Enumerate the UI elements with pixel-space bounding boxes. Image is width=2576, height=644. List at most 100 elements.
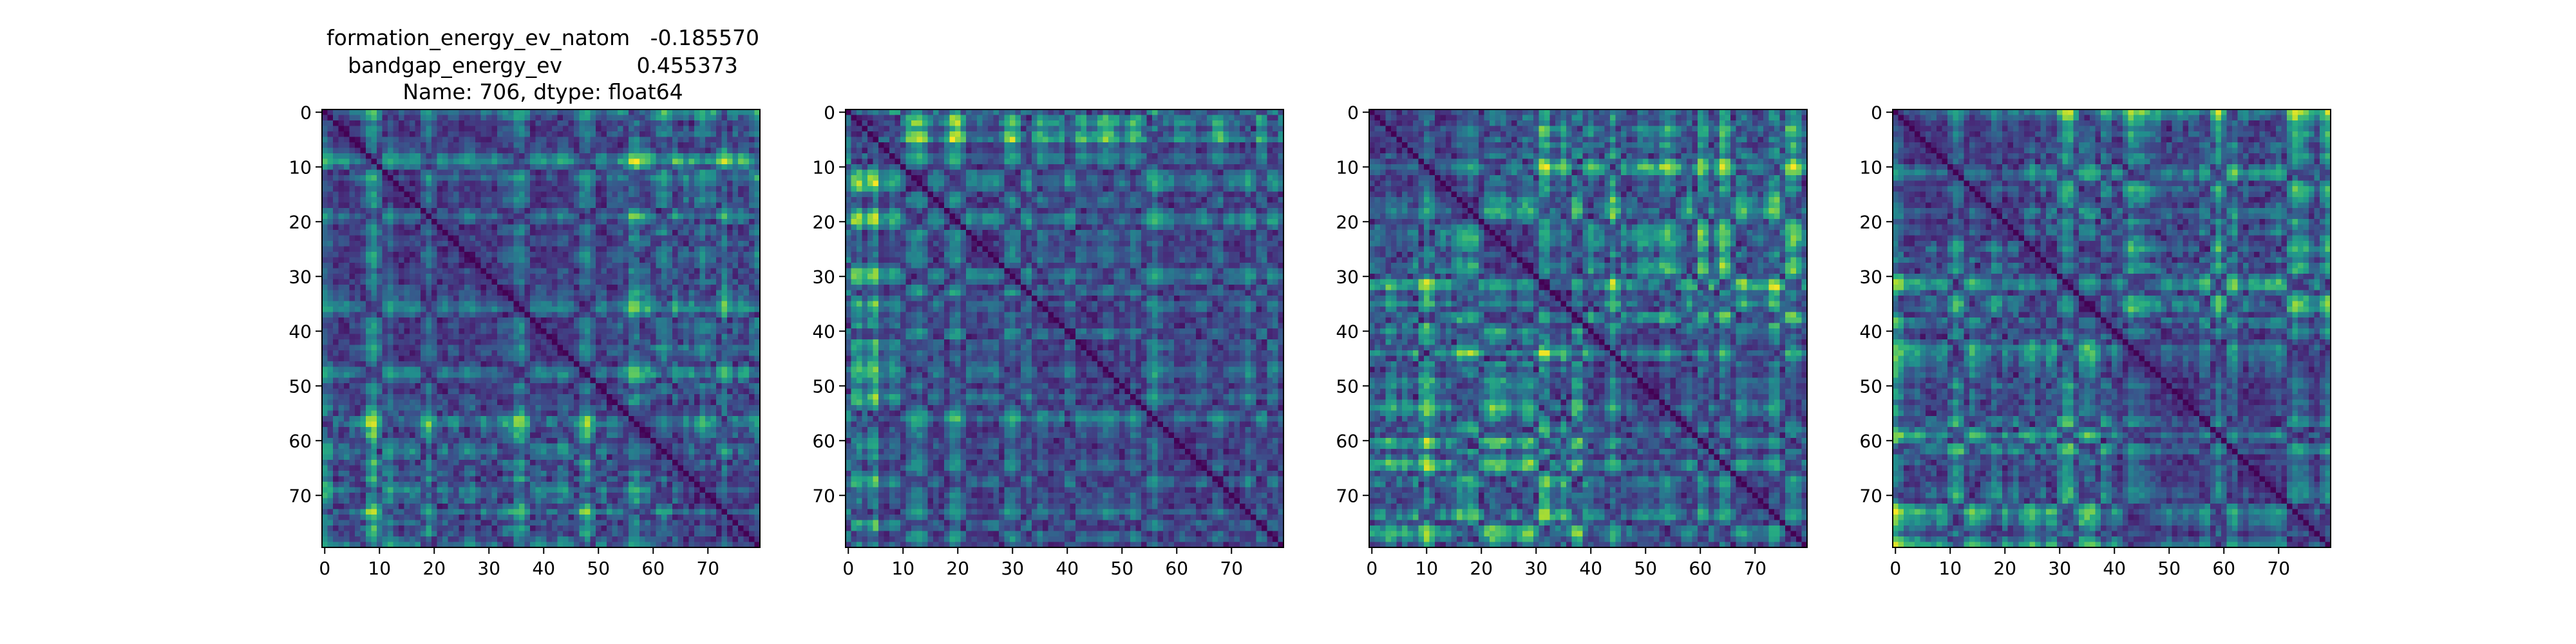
heatmap-cell [404,208,410,214]
heatmap-cell [377,355,383,362]
heatmap-cell [552,263,558,269]
heatmap-cell [388,131,393,137]
heatmap-cell [349,307,355,312]
heatmap-cell [634,153,640,159]
heatmap-cell [519,394,525,400]
heatmap-cell [661,120,667,126]
heatmap-cell [672,416,678,422]
heatmap-cell [437,432,443,439]
heatmap-cell [519,350,525,356]
heatmap-cell [399,432,404,439]
heatmap-cell [502,443,509,450]
heatmap-cell [699,257,706,263]
heatmap-cell [574,307,580,312]
heatmap-cell [360,438,366,444]
heatmap-cell [732,109,739,115]
heatmap-cell [612,366,618,373]
heatmap-cell [596,416,601,422]
heatmap-cell [524,131,531,137]
heatmap-cell [585,109,591,115]
heatmap-cell [743,290,750,296]
heatmap-cell [410,334,415,340]
heatmap-cell [399,405,404,411]
heatmap-cell [333,296,339,301]
heatmap-cell [448,410,454,417]
heatmap-cell [721,191,728,198]
heatmap-cell [546,438,553,444]
heatmap-cell [667,164,673,170]
heatmap-cell [486,208,492,214]
heatmap-cell [710,137,717,143]
heatmap-cell [667,137,673,143]
heatmap-cell [699,158,706,165]
heatmap-cell [530,312,536,318]
heatmap-cell [541,427,547,433]
heatmap-cell [667,120,673,126]
heatmap-cell [327,164,334,170]
heatmap-cell [623,416,629,422]
heatmap-cell [650,285,656,290]
heatmap-cell [453,421,459,428]
heatmap-cell [508,312,514,318]
heatmap-cell [688,361,695,367]
heatmap-cell [497,355,503,362]
heatmap-cell [426,274,432,279]
heatmap-cell [541,191,547,198]
heatmap-cell [601,197,607,203]
heatmap-cell [683,197,689,203]
heatmap-cell [399,394,404,400]
heatmap-cell [568,147,574,154]
heatmap-cell [519,438,525,444]
heatmap-cell [338,323,345,329]
heatmap-cell [502,388,509,395]
heatmap-cell [519,290,525,296]
heatmap-cell [607,153,612,159]
heatmap-cell [530,388,536,395]
heatmap-cell [596,339,601,345]
heatmap-cell [585,169,591,176]
heatmap-cell [705,153,711,159]
heatmap-cell [694,153,700,159]
heatmap-cell [513,169,520,176]
heatmap-cell [486,328,492,334]
heatmap-cell [349,416,355,422]
heatmap-cell [513,301,520,307]
heatmap-cell [344,241,350,247]
heatmap-cell [497,383,503,389]
heatmap-cell [618,235,623,242]
heatmap-cell [716,339,722,345]
heatmap-cell [607,241,612,247]
heatmap-cell [360,366,366,373]
heatmap-cell [579,137,585,143]
heatmap-cell [421,323,426,329]
heatmap-cell [618,443,623,450]
heatmap-cell [426,372,432,378]
heatmap-cell [699,186,706,192]
heatmap-cell [327,361,334,367]
heatmap-cell [579,399,585,406]
heatmap-cell [727,208,733,214]
heatmap-cell [672,120,678,126]
heatmap-cell [699,399,706,406]
heatmap-cell [590,224,596,231]
heatmap-cell [431,421,437,428]
heatmap-cell [524,427,531,433]
heatmap-cell [688,290,695,296]
heatmap-cell [705,394,711,400]
heatmap-cell [437,285,443,290]
heatmap-cell [459,317,465,323]
heatmap-cell [377,224,383,231]
heatmap-cell [677,383,684,389]
heatmap-cell [607,257,612,263]
heatmap-cell [612,246,618,252]
heatmap-cell [727,339,733,345]
heatmap-cell [557,323,564,329]
heatmap-cell [541,120,547,126]
heatmap-cell [437,263,443,269]
heatmap-cell [694,208,700,214]
heatmap-cell [705,301,711,307]
title-line-3: Name: 706, dtype: float64 [402,79,683,104]
heatmap-cell [596,268,601,274]
heatmap-cell [437,361,443,367]
heatmap-cell [344,427,350,433]
